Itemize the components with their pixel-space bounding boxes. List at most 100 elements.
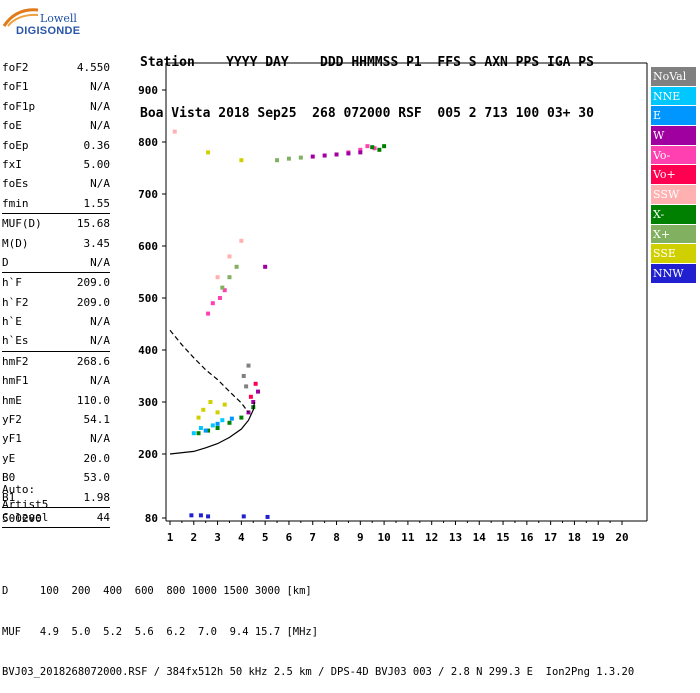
echo-point-vo <box>365 144 370 149</box>
param-key: MUF(D) <box>2 217 42 231</box>
echo-point-vo <box>206 311 211 316</box>
echo-point-nne <box>220 418 225 423</box>
param-row: h`Es N/A <box>2 331 110 352</box>
echo-point-x <box>215 426 220 430</box>
param-value: N/A <box>90 99 110 113</box>
param-key: foEp <box>2 138 29 152</box>
param-key: fxI <box>2 157 22 171</box>
param-key: foF1 <box>2 80 29 94</box>
param-key: B0 <box>2 471 16 485</box>
param-value: 209.0 <box>76 295 110 309</box>
legend-item-w: W <box>651 126 696 146</box>
echo-point-x <box>227 275 232 280</box>
echo-point-w <box>251 400 256 404</box>
param-value: N/A <box>90 177 110 191</box>
echo-point-x <box>275 158 280 163</box>
echo-point-e <box>203 428 208 433</box>
legend-item-ssw: SSW <box>651 185 696 205</box>
param-value: N/A <box>90 315 110 329</box>
echo-point-nnw <box>241 514 246 519</box>
param-value: 4.550 <box>76 61 110 74</box>
echo-point-nne <box>191 431 196 436</box>
echo-point-w <box>322 153 327 158</box>
legend-item-x: X- <box>651 204 696 225</box>
echo-point-sse <box>206 150 211 155</box>
auto-program: Artist5 <box>2 497 49 511</box>
param-row: foF1 N/A <box>2 77 110 96</box>
x-tick-label: 20 <box>615 531 628 544</box>
echo-point-nnw <box>265 514 270 519</box>
legend-item-sse: SSE <box>651 244 696 264</box>
param-row: h`F 209.0 <box>2 273 110 292</box>
echo-point-ssw <box>172 129 177 134</box>
param-row: hmF2 268.6 <box>2 352 110 371</box>
param-row: foEp 0.36 <box>2 136 110 155</box>
x-tick-label: 18 <box>568 531 581 544</box>
x-tick-label: 11 <box>401 531 415 544</box>
param-row: yE 20.0 <box>2 449 110 468</box>
echo-point-w <box>256 389 261 394</box>
echo-point-vo <box>210 301 215 306</box>
autoscaling-info: Auto: Artist5 500200 <box>2 483 48 527</box>
echo-point-x <box>382 144 387 149</box>
echo-point-x <box>239 415 244 420</box>
echo-point-ssw <box>239 238 244 243</box>
x-tick-label: 15 <box>496 531 509 544</box>
footer-distance: D 100 200 400 600 800 1000 1500 3000 [km… <box>2 585 312 597</box>
param-row: C-level 44 <box>2 508 110 529</box>
param-value: 268.6 <box>76 354 110 368</box>
auto-version: 500200 <box>2 512 42 525</box>
param-row: h`F2 209.0 <box>2 293 110 312</box>
echo-point-nnw <box>206 514 211 519</box>
param-value: N/A <box>90 432 110 446</box>
param-row: D N/A <box>2 253 110 274</box>
echo-point-noval <box>244 384 249 389</box>
param-row: foE N/A <box>2 116 110 135</box>
param-value: N/A <box>90 255 110 269</box>
legend-item-vo: Vo- <box>651 145 696 166</box>
echo-point-w <box>246 410 251 415</box>
parameter-panel: foF2 4.550 foF1 N/A foF1p N/A foE N/A foEp 0.… <box>2 58 111 529</box>
header-values: Boa Vista 2018 Sep25 268 072000 RSF 005 … <box>140 106 594 121</box>
param-row: h`E N/A <box>2 312 110 331</box>
echo-point-nnw <box>189 513 194 518</box>
echo-point-vo <box>217 296 222 300</box>
x-tick-label: 19 <box>592 531 605 544</box>
echo-point-e <box>215 421 220 426</box>
x-tick-label: 12 <box>425 531 438 544</box>
echo-point-sse <box>201 407 206 412</box>
x-tick-label: 3 <box>214 531 221 544</box>
param-value: 3.45 <box>83 236 111 250</box>
x-tick-label: 17 <box>544 531 557 544</box>
x-tick-label: 5 <box>262 531 269 544</box>
param-key: h`Es <box>2 334 29 348</box>
echo-point-x <box>196 431 201 436</box>
profile-trace <box>169 329 249 413</box>
echo-point-noval <box>246 363 251 368</box>
y-tick-label: 500 <box>138 292 158 305</box>
param-key: foEs <box>2 177 29 191</box>
param-row: MUF(D) 15.68 <box>2 214 110 233</box>
echo-point-nnw <box>198 513 203 518</box>
param-key: foF2 <box>2 61 29 74</box>
param-row: fxI 5.00 <box>2 155 110 174</box>
y-tick-label: 900 <box>138 84 158 97</box>
param-value: N/A <box>90 119 110 133</box>
echo-point-sse <box>208 400 213 404</box>
param-key: h`F <box>2 276 22 290</box>
x-tick-label: 4 <box>238 531 245 544</box>
echo-point-vo <box>253 381 258 386</box>
x-tick-label: 16 <box>520 531 534 544</box>
y-tick-label: 80 <box>145 512 158 525</box>
param-value: 44 <box>96 510 110 524</box>
param-value: 20.0 <box>83 451 111 465</box>
echo-point-w <box>346 151 351 156</box>
y-tick-label: 200 <box>138 448 158 461</box>
echo-point-w <box>263 264 268 269</box>
param-value: 5.00 <box>83 157 111 171</box>
x-tick-label: 2 <box>190 531 197 544</box>
param-row: B1 1.98 <box>2 488 110 508</box>
echo-point-x <box>286 156 291 161</box>
echo-point-vo <box>222 288 227 293</box>
param-key: B1 <box>2 490 16 504</box>
